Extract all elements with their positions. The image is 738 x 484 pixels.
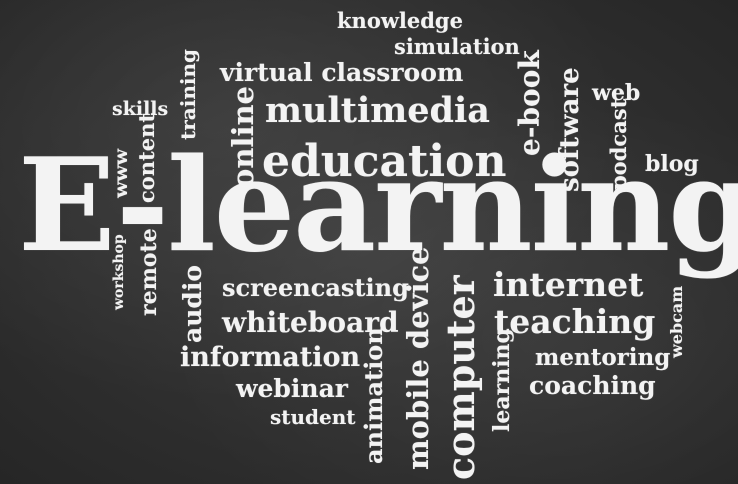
word-whiteboard: whiteboard — [222, 306, 399, 339]
word-workshop: workshop — [111, 234, 127, 310]
word-remote: remote — [136, 228, 162, 316]
word-software: software — [555, 67, 585, 192]
word-teaching: teaching — [494, 302, 656, 341]
word-audio: audio — [178, 264, 207, 343]
word-podcast: podcast — [606, 98, 631, 190]
word-training: training — [176, 49, 200, 140]
word-online: online — [226, 86, 260, 188]
word-e-book: e-book — [513, 50, 546, 156]
word-content: content — [134, 112, 159, 203]
word-learning: learning — [489, 328, 515, 432]
word-mobile-device: mobile device — [401, 246, 435, 470]
word-knowledge: knowledge — [337, 8, 463, 33]
word-computer: computer — [438, 275, 483, 480]
word-education: education — [262, 136, 507, 187]
word-virtual-classroom: virtual classroom — [220, 58, 464, 87]
word-skills: skills — [112, 98, 169, 120]
word-web: web — [592, 80, 641, 106]
word-screencasting: screencasting — [222, 273, 409, 302]
word-multimedia: multimedia — [265, 90, 490, 131]
word-webcam: webcam — [667, 285, 686, 358]
word-mentoring: mentoring — [535, 344, 671, 371]
word-blog: blog — [645, 151, 699, 177]
word-animation: animation — [359, 327, 388, 464]
word-internet: internet — [493, 265, 644, 304]
word-www: www — [110, 148, 132, 198]
word-simulation: simulation — [394, 34, 520, 59]
word-coaching: coaching — [529, 371, 656, 400]
page-title: E-learning — [18, 131, 738, 281]
word-webinar: webinar — [236, 374, 348, 403]
word-student: student — [270, 405, 356, 429]
word-information: information — [180, 342, 361, 373]
